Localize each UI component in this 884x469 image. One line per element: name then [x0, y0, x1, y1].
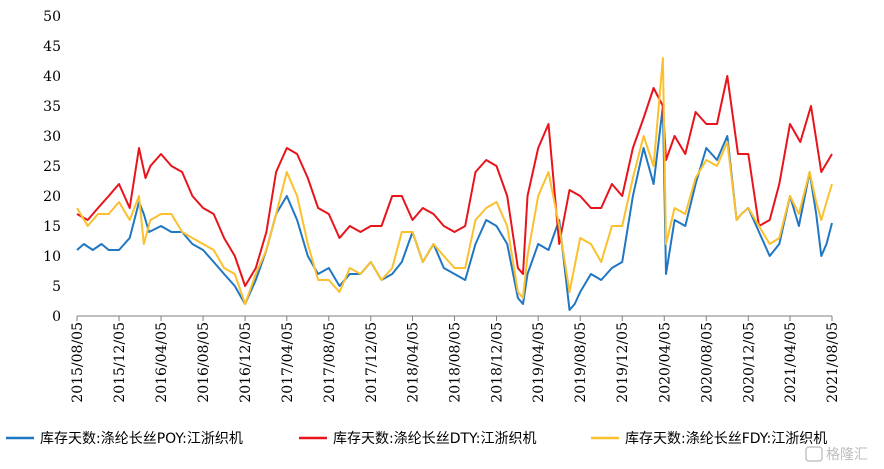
x-tick-label: 2016/12/05: [238, 322, 254, 403]
legend-label-1: 库存天数:涤纶长丝POY:江浙织机: [40, 431, 243, 447]
x-tick-label: 2017/12/05: [364, 322, 380, 403]
y-tick-label: 25: [43, 159, 61, 175]
x-tick-label: 2018/04/05: [405, 322, 421, 403]
x-tick-label: 2019/08/05: [573, 322, 589, 403]
y-axis: 0 5 10 15 20 25 30 35 40 45 50: [43, 9, 61, 325]
x-tick-label: 2016/04/05: [154, 322, 170, 403]
series-lines: [76, 57, 833, 311]
y-tick-label: 50: [43, 9, 61, 25]
watermark-text: 格隆汇: [826, 447, 868, 463]
y-tick-label: 0: [52, 309, 61, 325]
x-tick-label: 2015/08/05: [70, 322, 86, 403]
y-tick-label: 10: [43, 249, 61, 265]
x-tick-label: 2021/04/05: [783, 322, 799, 403]
x-tick-label: 2020/04/05: [657, 322, 673, 403]
watermark: 格隆汇: [805, 446, 868, 463]
x-tick-label: 2017/08/05: [322, 322, 338, 403]
y-tick-label: 5: [52, 279, 61, 295]
y-tick-label: 40: [43, 69, 61, 85]
x-tick-label: 2016/08/05: [196, 322, 212, 403]
x-tick-label: 2020/12/05: [741, 322, 757, 403]
legend-label-2: 库存天数:涤纶长丝DTY:江浙织机: [333, 431, 536, 447]
x-tick-label: 2019/12/05: [615, 322, 631, 403]
y-tick-label: 30: [43, 129, 61, 145]
series-line-1: [76, 105, 833, 311]
y-tick-label: 20: [43, 189, 61, 205]
x-tick-label: 2018/08/05: [448, 322, 464, 403]
y-tick-label: 35: [43, 99, 61, 115]
x-tick-label: 2020/08/05: [699, 322, 715, 403]
legend-label-3: 库存天数:涤纶长丝FDY:江浙织机: [625, 431, 827, 447]
x-axis: 2015/08/05 2015/12/05 2016/04/05 2016/08/05…: [70, 315, 841, 403]
x-tick-label: 2019/04/05: [531, 322, 547, 403]
y-tick-label: 15: [43, 219, 61, 235]
x-tick-label: 2021/08/05: [825, 322, 841, 403]
x-tick-label: 2018/12/05: [490, 322, 506, 403]
x-tick-label: 2017/04/05: [280, 322, 296, 403]
legend: 库存天数:涤纶长丝POY:江浙织机 库存天数:涤纶长丝DTY:江浙织机 库存天数:涤…: [6, 431, 827, 447]
y-tick-label: 45: [43, 39, 61, 55]
x-tick-label: 2015/12/05: [112, 322, 128, 403]
watermark-logo-icon: [805, 446, 823, 462]
series-line-3: [76, 57, 833, 305]
series-line-2: [76, 75, 833, 287]
